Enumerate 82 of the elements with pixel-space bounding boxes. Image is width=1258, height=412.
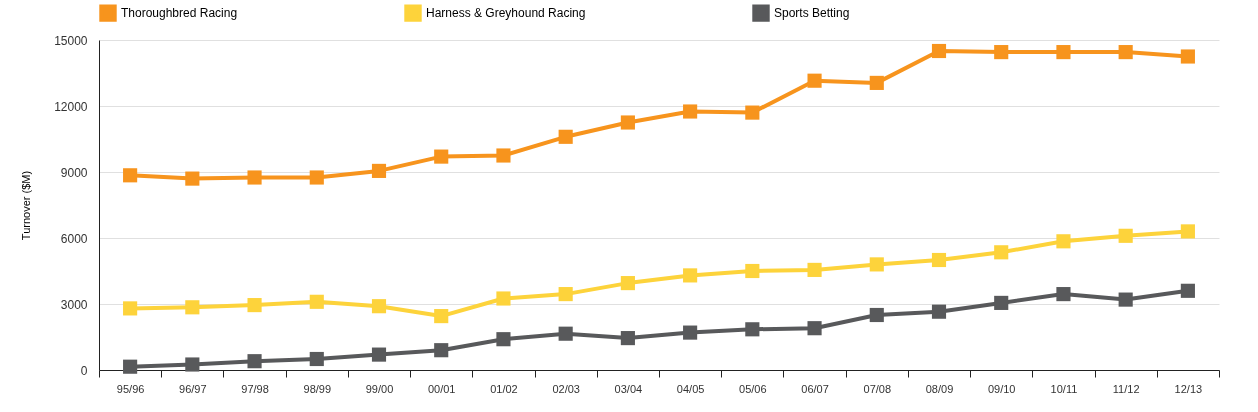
point [558,287,573,302]
point [309,351,324,367]
y-tick-label: 15000 [54,33,88,48]
point [1056,287,1071,302]
x-tick-label: 07/08 [863,382,892,395]
point [558,326,573,341]
point [496,148,511,163]
point [185,300,200,315]
legend-label: Sports Betting [774,6,850,21]
point [247,354,262,369]
point [185,357,200,372]
point [1056,234,1071,249]
legend-label: Harness & Greyhound Racing [426,6,586,21]
x-tick-label: 08/09 [925,382,954,395]
x-tick-label: 11/12 [1112,382,1140,395]
point [185,171,200,186]
x-tick-label: 96/97 [179,382,207,395]
point [683,104,698,119]
point [1180,224,1195,239]
point [931,252,947,268]
x-tick-label: 99/00 [365,382,394,395]
x-tick-label: 98/99 [303,382,332,395]
point [994,245,1009,260]
x-tick-label: 09/10 [987,382,1016,395]
point [745,105,760,120]
x-tick-label: 04/05 [676,382,705,395]
point [247,170,262,185]
x-tick-label: 02/03 [552,382,580,395]
point [931,304,947,319]
y-tick-label: 6000 [60,231,88,246]
point [1118,228,1133,243]
point [434,309,449,324]
y-axis-title: Turnover ($M) [20,170,33,241]
point [371,347,387,362]
point [496,291,511,306]
point [807,262,822,277]
point [371,163,387,178]
x-tick-label: 06/07 [801,382,829,395]
point [1118,292,1133,307]
point [620,115,635,130]
point [683,325,698,340]
x-tick-label: 05/06 [739,382,767,395]
y-tick-label: 0 [80,363,88,378]
legend-label: Thoroughbred Racing [121,6,238,21]
x-tick-label: 97/98 [241,382,269,395]
point [1180,283,1195,298]
x-tick-label: 95/96 [116,382,145,395]
point [620,276,635,291]
y-tick-label: 3000 [60,297,88,312]
point [1180,49,1195,64]
point [123,359,138,374]
y-tick-label: 9000 [60,165,88,180]
point [123,301,138,316]
x-tick-label: 10/11 [1050,382,1078,395]
point [309,294,324,309]
point [745,322,760,337]
point [123,168,138,183]
point [496,332,511,347]
y-tick-label: 12000 [54,99,88,114]
x-tick-label: 12/13 [1174,382,1203,395]
point [434,343,449,358]
point [1118,45,1133,60]
x-tick-label: 03/04 [614,382,643,395]
point [558,129,573,144]
point [683,268,698,283]
x-tick-label: 01/02 [490,382,518,395]
point [869,257,884,272]
point [807,73,822,88]
point [869,307,884,323]
point [434,149,449,164]
point [1056,45,1071,60]
point [994,45,1009,60]
point [371,299,387,314]
point [807,321,822,336]
point [994,295,1009,310]
point [931,43,947,59]
point [869,75,884,90]
point [745,263,760,279]
point [620,331,635,346]
point [309,170,324,185]
x-tick-label: 00/01 [427,382,456,395]
point [247,298,262,313]
